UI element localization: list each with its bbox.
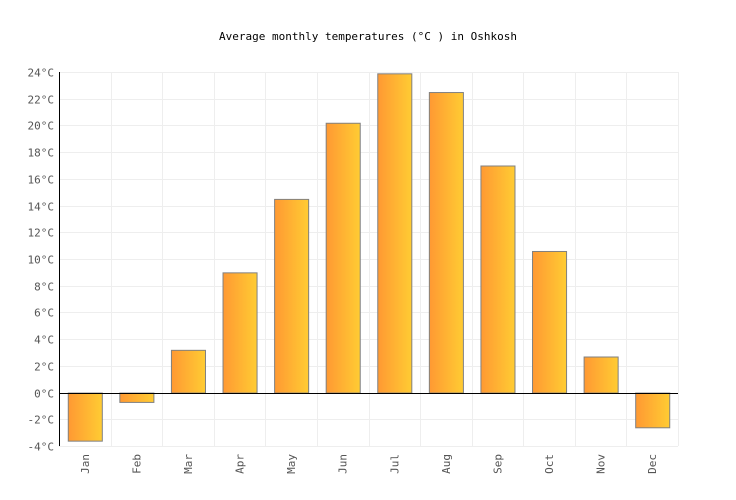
x-tick-label: Jun: [337, 454, 350, 474]
x-tick-label: Jan: [79, 454, 92, 474]
bar-nov: [583, 356, 619, 394]
x-tick-label: Nov: [595, 454, 608, 474]
y-tick-label: -4°C: [28, 441, 55, 454]
y-tick-label: 6°C: [34, 307, 54, 320]
bar-aug: [428, 92, 464, 394]
bar-mar: [170, 349, 206, 394]
x-tick-label: Jul: [388, 454, 401, 474]
x-tick-label: Feb: [130, 454, 143, 474]
chart-title: Average monthly temperatures (°C ) in Os…: [219, 30, 517, 43]
y-tick-label: 0°C: [34, 388, 54, 401]
bar-jul: [377, 73, 413, 394]
y-tick-label: 18°C: [28, 147, 55, 160]
x-tick-label: Aug: [440, 454, 453, 474]
x-tick-label: May: [285, 454, 298, 474]
y-tick-label: 10°C: [28, 254, 55, 267]
y-tick-label: -2°C: [28, 414, 55, 427]
x-tick-label: Dec: [646, 454, 659, 474]
bar-jan: [67, 392, 103, 442]
bar-apr: [222, 272, 258, 394]
y-tick-label: 16°C: [28, 174, 55, 187]
y-tick-label: 12°C: [28, 227, 55, 240]
y-tick-label: 4°C: [34, 334, 54, 347]
x-tick-label: Oct: [543, 454, 556, 474]
bar-feb: [119, 392, 155, 403]
bar-sep: [480, 165, 516, 394]
x-tick-label: Mar: [182, 454, 195, 474]
bar-may: [274, 198, 310, 394]
bar-oct: [532, 250, 568, 394]
x-tick-label: Sep: [491, 454, 504, 474]
bar-jun: [325, 122, 361, 394]
y-tick-label: 2°C: [34, 361, 54, 374]
y-tick-label: 8°C: [34, 281, 54, 294]
y-tick-label: 22°C: [28, 94, 55, 107]
bar-dec: [635, 392, 671, 429]
x-tick-label: Apr: [234, 454, 247, 474]
y-tick-label: 20°C: [28, 120, 55, 133]
y-tick-label: 14°C: [28, 201, 55, 214]
y-tick-label: 24°C: [28, 67, 55, 80]
